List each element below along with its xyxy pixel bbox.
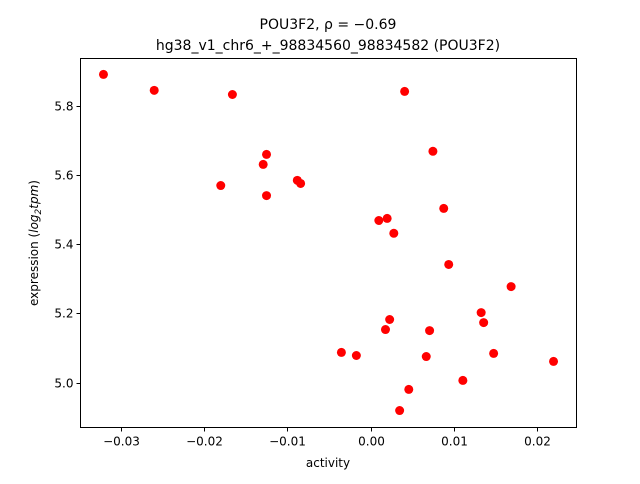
data-point xyxy=(476,308,486,318)
points-layer xyxy=(98,69,559,416)
data-point xyxy=(428,146,438,156)
data-point xyxy=(385,315,395,324)
data-point xyxy=(421,352,431,362)
data-point xyxy=(395,406,405,416)
data-point xyxy=(262,191,272,201)
data-point xyxy=(262,149,272,159)
y-tick-label: 5.4 xyxy=(54,238,73,252)
x-tick-label: −0.03 xyxy=(103,435,140,449)
data-point xyxy=(296,178,306,188)
data-point xyxy=(425,326,435,336)
x-axis-label: activity xyxy=(306,456,350,470)
y-tick-label: 5.2 xyxy=(54,307,73,321)
y-tick-label: 5.8 xyxy=(54,100,73,114)
plot-area-frame xyxy=(80,58,577,428)
data-point xyxy=(444,259,454,269)
data-point xyxy=(149,85,159,95)
data-point xyxy=(506,282,516,292)
x-tick-label: −0.02 xyxy=(186,435,223,449)
chart-title: POU3F2, ρ = −0.69 xyxy=(260,17,397,33)
data-point xyxy=(549,356,559,366)
x-tick-label: 0.01 xyxy=(441,435,468,449)
data-point xyxy=(400,86,410,96)
x-tick-label: −0.01 xyxy=(269,435,306,449)
data-point xyxy=(479,318,489,328)
data-point xyxy=(258,159,268,169)
data-point xyxy=(389,228,399,238)
y-axis: 5.0 5.2 5.4 5.6 5.8 xyxy=(54,100,81,391)
chart-subtitle: hg38_v1_chr6_+_98834560_98834582 (POU3F2… xyxy=(156,38,500,54)
data-point xyxy=(351,351,361,360)
data-point xyxy=(227,90,237,99)
data-point xyxy=(404,384,414,394)
data-point xyxy=(489,348,499,358)
data-point xyxy=(98,69,108,79)
x-tick-label: 0.00 xyxy=(358,435,385,449)
data-point xyxy=(382,213,392,223)
data-point xyxy=(374,216,384,225)
x-axis: −0.03 −0.02 −0.01 0.00 0.01 0.02 xyxy=(103,427,551,449)
data-point xyxy=(439,203,449,213)
data-point xyxy=(216,181,226,191)
y-tick-label: 5.6 xyxy=(54,169,73,183)
data-point xyxy=(458,375,468,385)
x-tick-label: 0.02 xyxy=(524,435,551,449)
data-point xyxy=(380,325,390,335)
y-tick-label: 5.0 xyxy=(54,377,73,391)
y-axis-label: expression (log2tpm) xyxy=(27,180,44,306)
data-point xyxy=(336,347,346,357)
